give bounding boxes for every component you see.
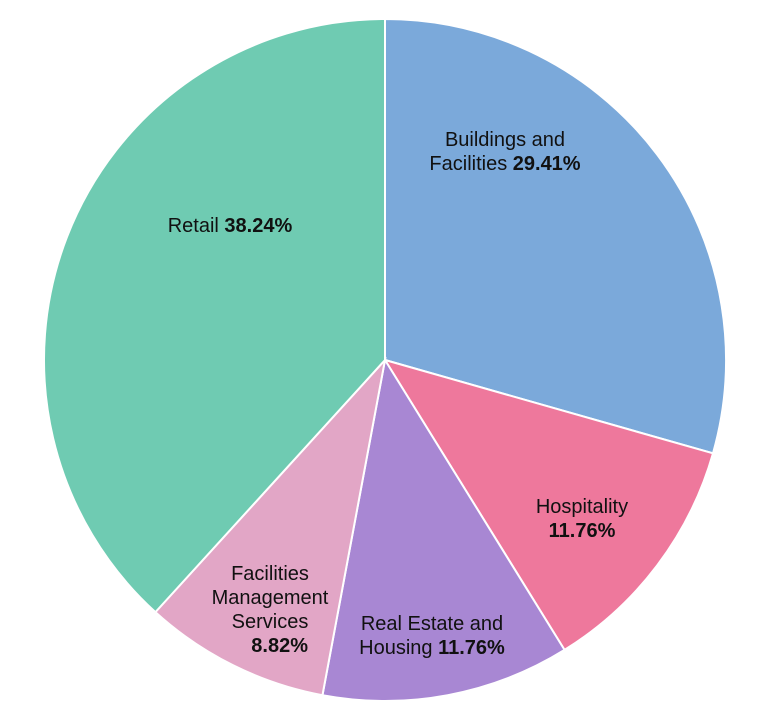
slice-value-label: 11.76% bbox=[549, 520, 616, 542]
slice-value-label: 11.76% bbox=[433, 637, 506, 659]
pie-slices bbox=[43, 17, 727, 702]
slice-label: Real Estate and Housing 11.76% bbox=[359, 613, 505, 659]
slice-label: Buildings and Facilities 29.41% bbox=[429, 129, 580, 175]
slice-label-text: Management bbox=[212, 587, 329, 609]
slice-labels: Buildings and Facilities 29.41%Hospitalit… bbox=[168, 129, 628, 659]
slice-label: Facilities Management Services 8.82% bbox=[212, 563, 329, 657]
slice-label-text: Hospitality bbox=[536, 496, 628, 518]
slice-label-text: Real Estate and bbox=[361, 613, 503, 635]
slice-label: Hospitality 11.76% bbox=[536, 496, 628, 542]
slice-label-text: Retail bbox=[168, 215, 219, 237]
slice-value-label: 29.41% bbox=[507, 153, 581, 175]
pie-slice-facilities-management-services bbox=[153, 356, 387, 697]
pie-slice-retail bbox=[43, 17, 386, 614]
slice-label-text: Facilities bbox=[231, 563, 309, 585]
pie-slice-buildings-and-facilities bbox=[384, 17, 727, 455]
pie-slice-hospitality bbox=[382, 358, 715, 652]
slice-label-text: Services bbox=[232, 611, 309, 633]
slice-label-text: Buildings and bbox=[445, 129, 565, 151]
slice-label: Retail 38.24% bbox=[168, 215, 293, 237]
slice-value-label: 38.24% bbox=[219, 215, 293, 237]
slice-label-text: Facilities bbox=[429, 153, 507, 175]
slice-value-label: 8.82% bbox=[251, 635, 308, 657]
pie-slice-real-estate-and-housing bbox=[321, 357, 566, 702]
slice-label-text: Housing bbox=[359, 637, 432, 659]
